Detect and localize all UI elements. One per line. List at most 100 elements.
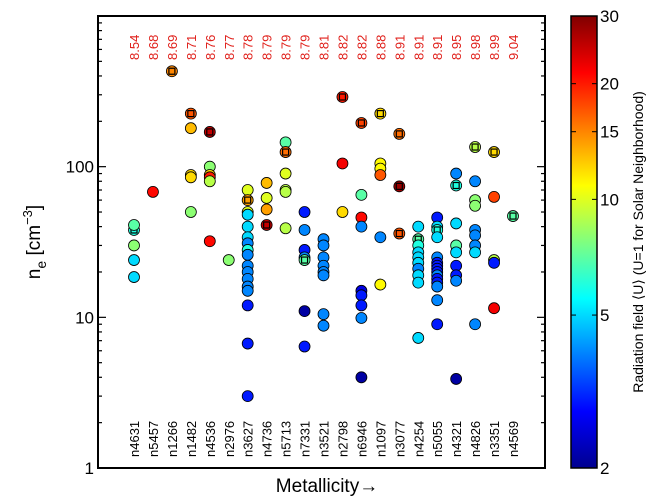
data-point bbox=[412, 332, 425, 344]
plot-frame bbox=[97, 15, 546, 469]
data-point bbox=[317, 269, 330, 282]
colorbar-tick-label: 20 bbox=[600, 75, 619, 94]
galaxy-label: n5055 bbox=[430, 421, 445, 457]
data-point bbox=[128, 254, 140, 266]
data-point bbox=[317, 239, 330, 252]
metallicity-label: 9.04 bbox=[506, 35, 521, 60]
data-point bbox=[241, 299, 254, 312]
y-axis-title-close: ] bbox=[24, 205, 45, 210]
data-point bbox=[260, 219, 273, 231]
metallicity-label: 8.91 bbox=[392, 35, 407, 60]
data-point bbox=[298, 206, 311, 218]
colorbar-tick-label: 30 bbox=[600, 7, 619, 26]
colorbar-title: Radiation field ⟨U⟩ (U=1 for Solar Neigh… bbox=[630, 91, 646, 393]
data-point bbox=[431, 231, 444, 244]
galaxy-label: n5457 bbox=[146, 421, 161, 457]
data-point bbox=[279, 222, 292, 235]
data-point bbox=[469, 318, 482, 331]
data-point bbox=[450, 246, 463, 259]
galaxy-label: n3077 bbox=[392, 421, 407, 457]
data-point bbox=[374, 231, 387, 244]
data-point bbox=[241, 184, 254, 196]
y-axis-title: ne [cm−3] bbox=[20, 205, 49, 279]
point-marker-square bbox=[282, 148, 290, 156]
colorbar-tick-label: 15 bbox=[600, 123, 619, 142]
metallicity-label: 8.68 bbox=[146, 35, 161, 60]
galaxy-label: n4569 bbox=[506, 421, 521, 457]
metallicity-label: 8.77 bbox=[222, 35, 237, 60]
data-point bbox=[241, 337, 254, 350]
data-point bbox=[279, 186, 292, 198]
data-point bbox=[241, 220, 254, 233]
galaxy-label: n1266 bbox=[165, 421, 180, 457]
point-marker-square bbox=[452, 181, 460, 190]
data-point bbox=[412, 220, 425, 233]
galaxy-label: n5713 bbox=[279, 421, 294, 457]
metallicity-label: 8.82 bbox=[354, 35, 369, 60]
data-point bbox=[488, 190, 500, 203]
data-point bbox=[469, 141, 482, 153]
point-marker-square bbox=[338, 93, 347, 101]
galaxy-column: n3351 8.99 bbox=[487, 35, 502, 457]
galaxy-column: n5457 8.68 bbox=[146, 35, 161, 457]
data-point bbox=[241, 194, 254, 206]
data-point bbox=[450, 179, 463, 192]
galaxy-label: n4631 bbox=[127, 421, 142, 457]
data-point bbox=[355, 220, 368, 233]
data-point bbox=[412, 276, 425, 289]
colorbar-tick-label: 5 bbox=[600, 306, 609, 325]
point-marker-square bbox=[187, 110, 195, 118]
galaxy-label: n4536 bbox=[203, 421, 218, 457]
data-point bbox=[355, 188, 368, 201]
y-axis-title-subscript: e bbox=[33, 261, 49, 269]
data-point bbox=[147, 186, 159, 198]
data-point bbox=[279, 167, 292, 180]
metallicity-label: 8.95 bbox=[449, 35, 464, 60]
data-point bbox=[355, 371, 368, 384]
data-point bbox=[355, 299, 368, 312]
data-point bbox=[317, 319, 330, 332]
galaxy-label: n2798 bbox=[335, 421, 350, 457]
colorbar-tick-label: 2 bbox=[600, 459, 609, 478]
galaxy-column: n4569 9.04 bbox=[506, 35, 521, 457]
data-point bbox=[184, 107, 197, 120]
galaxy-label: n2976 bbox=[222, 421, 237, 457]
y-axis-title-unit: [cm bbox=[24, 225, 45, 261]
data-point bbox=[393, 227, 406, 240]
galaxy-column: n1097 8.88 bbox=[373, 35, 388, 457]
data-point bbox=[184, 122, 197, 135]
y-tick-label: 1 bbox=[85, 459, 94, 478]
colorbar-tick-label: 10 bbox=[600, 190, 619, 209]
metallicity-label: 8.91 bbox=[430, 35, 445, 60]
data-point bbox=[184, 171, 197, 184]
data-point bbox=[260, 192, 273, 204]
data-point bbox=[336, 157, 349, 170]
x-axis-title: Metallicity→ bbox=[276, 476, 378, 497]
galaxy-column: n5055 8.91 bbox=[430, 35, 445, 457]
galaxy-column: n2798 8.82 bbox=[335, 35, 350, 457]
galaxy-label: n4736 bbox=[260, 421, 275, 457]
galaxy-column: n1482 8.71 bbox=[184, 35, 199, 457]
galaxy-column: n4826 8.98 bbox=[468, 35, 483, 457]
y-tick-label: 10 bbox=[75, 308, 94, 327]
galaxy-label: n3627 bbox=[241, 421, 256, 457]
y-axis-ticks: 1 10 100 bbox=[66, 22, 545, 478]
y-axis-title-main: n bbox=[24, 269, 45, 280]
data-point bbox=[450, 167, 463, 180]
galaxy-column: n6946 8.82 bbox=[354, 35, 369, 457]
galaxy-label: n1097 bbox=[373, 421, 388, 457]
metallicity-label: 8.82 bbox=[335, 35, 350, 60]
galaxy-column: n4536 8.76 bbox=[203, 35, 218, 457]
data-point bbox=[374, 169, 387, 181]
data-point bbox=[393, 180, 406, 193]
metallicity-label: 8.91 bbox=[411, 35, 426, 60]
data-point bbox=[450, 217, 463, 230]
data-point bbox=[336, 206, 349, 218]
metallicity-label: 8.76 bbox=[203, 35, 218, 60]
data-point bbox=[355, 117, 368, 129]
point-marker-square bbox=[395, 182, 403, 190]
data-point bbox=[431, 280, 444, 293]
point-marker-square bbox=[206, 128, 214, 136]
point-marker-square bbox=[300, 256, 309, 264]
